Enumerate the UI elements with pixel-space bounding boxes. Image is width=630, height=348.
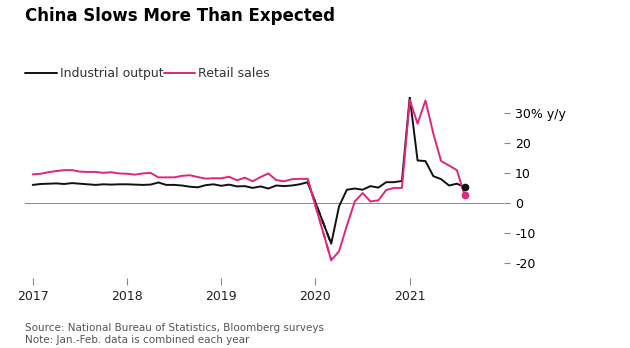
Text: Retail sales: Retail sales <box>198 66 270 80</box>
Text: China Slows More Than Expected: China Slows More Than Expected <box>25 7 335 25</box>
Text: Source: National Bureau of Statistics, Bloomberg surveys
Note: Jan.-Feb. data is: Source: National Bureau of Statistics, B… <box>25 323 324 345</box>
Text: Industrial output: Industrial output <box>60 66 163 80</box>
